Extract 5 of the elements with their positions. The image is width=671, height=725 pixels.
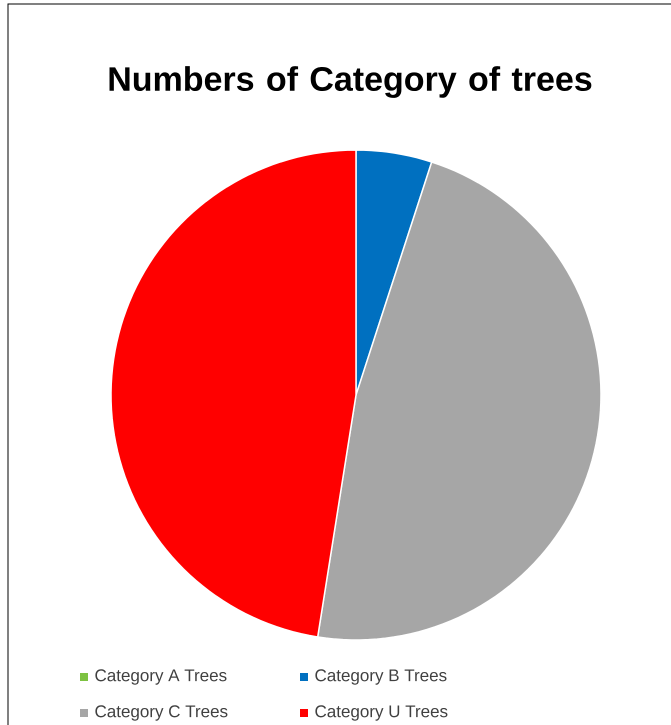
legend-label: Category A Trees: [95, 669, 226, 685]
legend-label: Category C Trees: [95, 705, 228, 721]
legend-label: Category U Trees: [315, 705, 448, 721]
legend-label: Category B Trees: [315, 669, 446, 685]
chart-title: Numbers of Category of trees: [110, 66, 592, 98]
